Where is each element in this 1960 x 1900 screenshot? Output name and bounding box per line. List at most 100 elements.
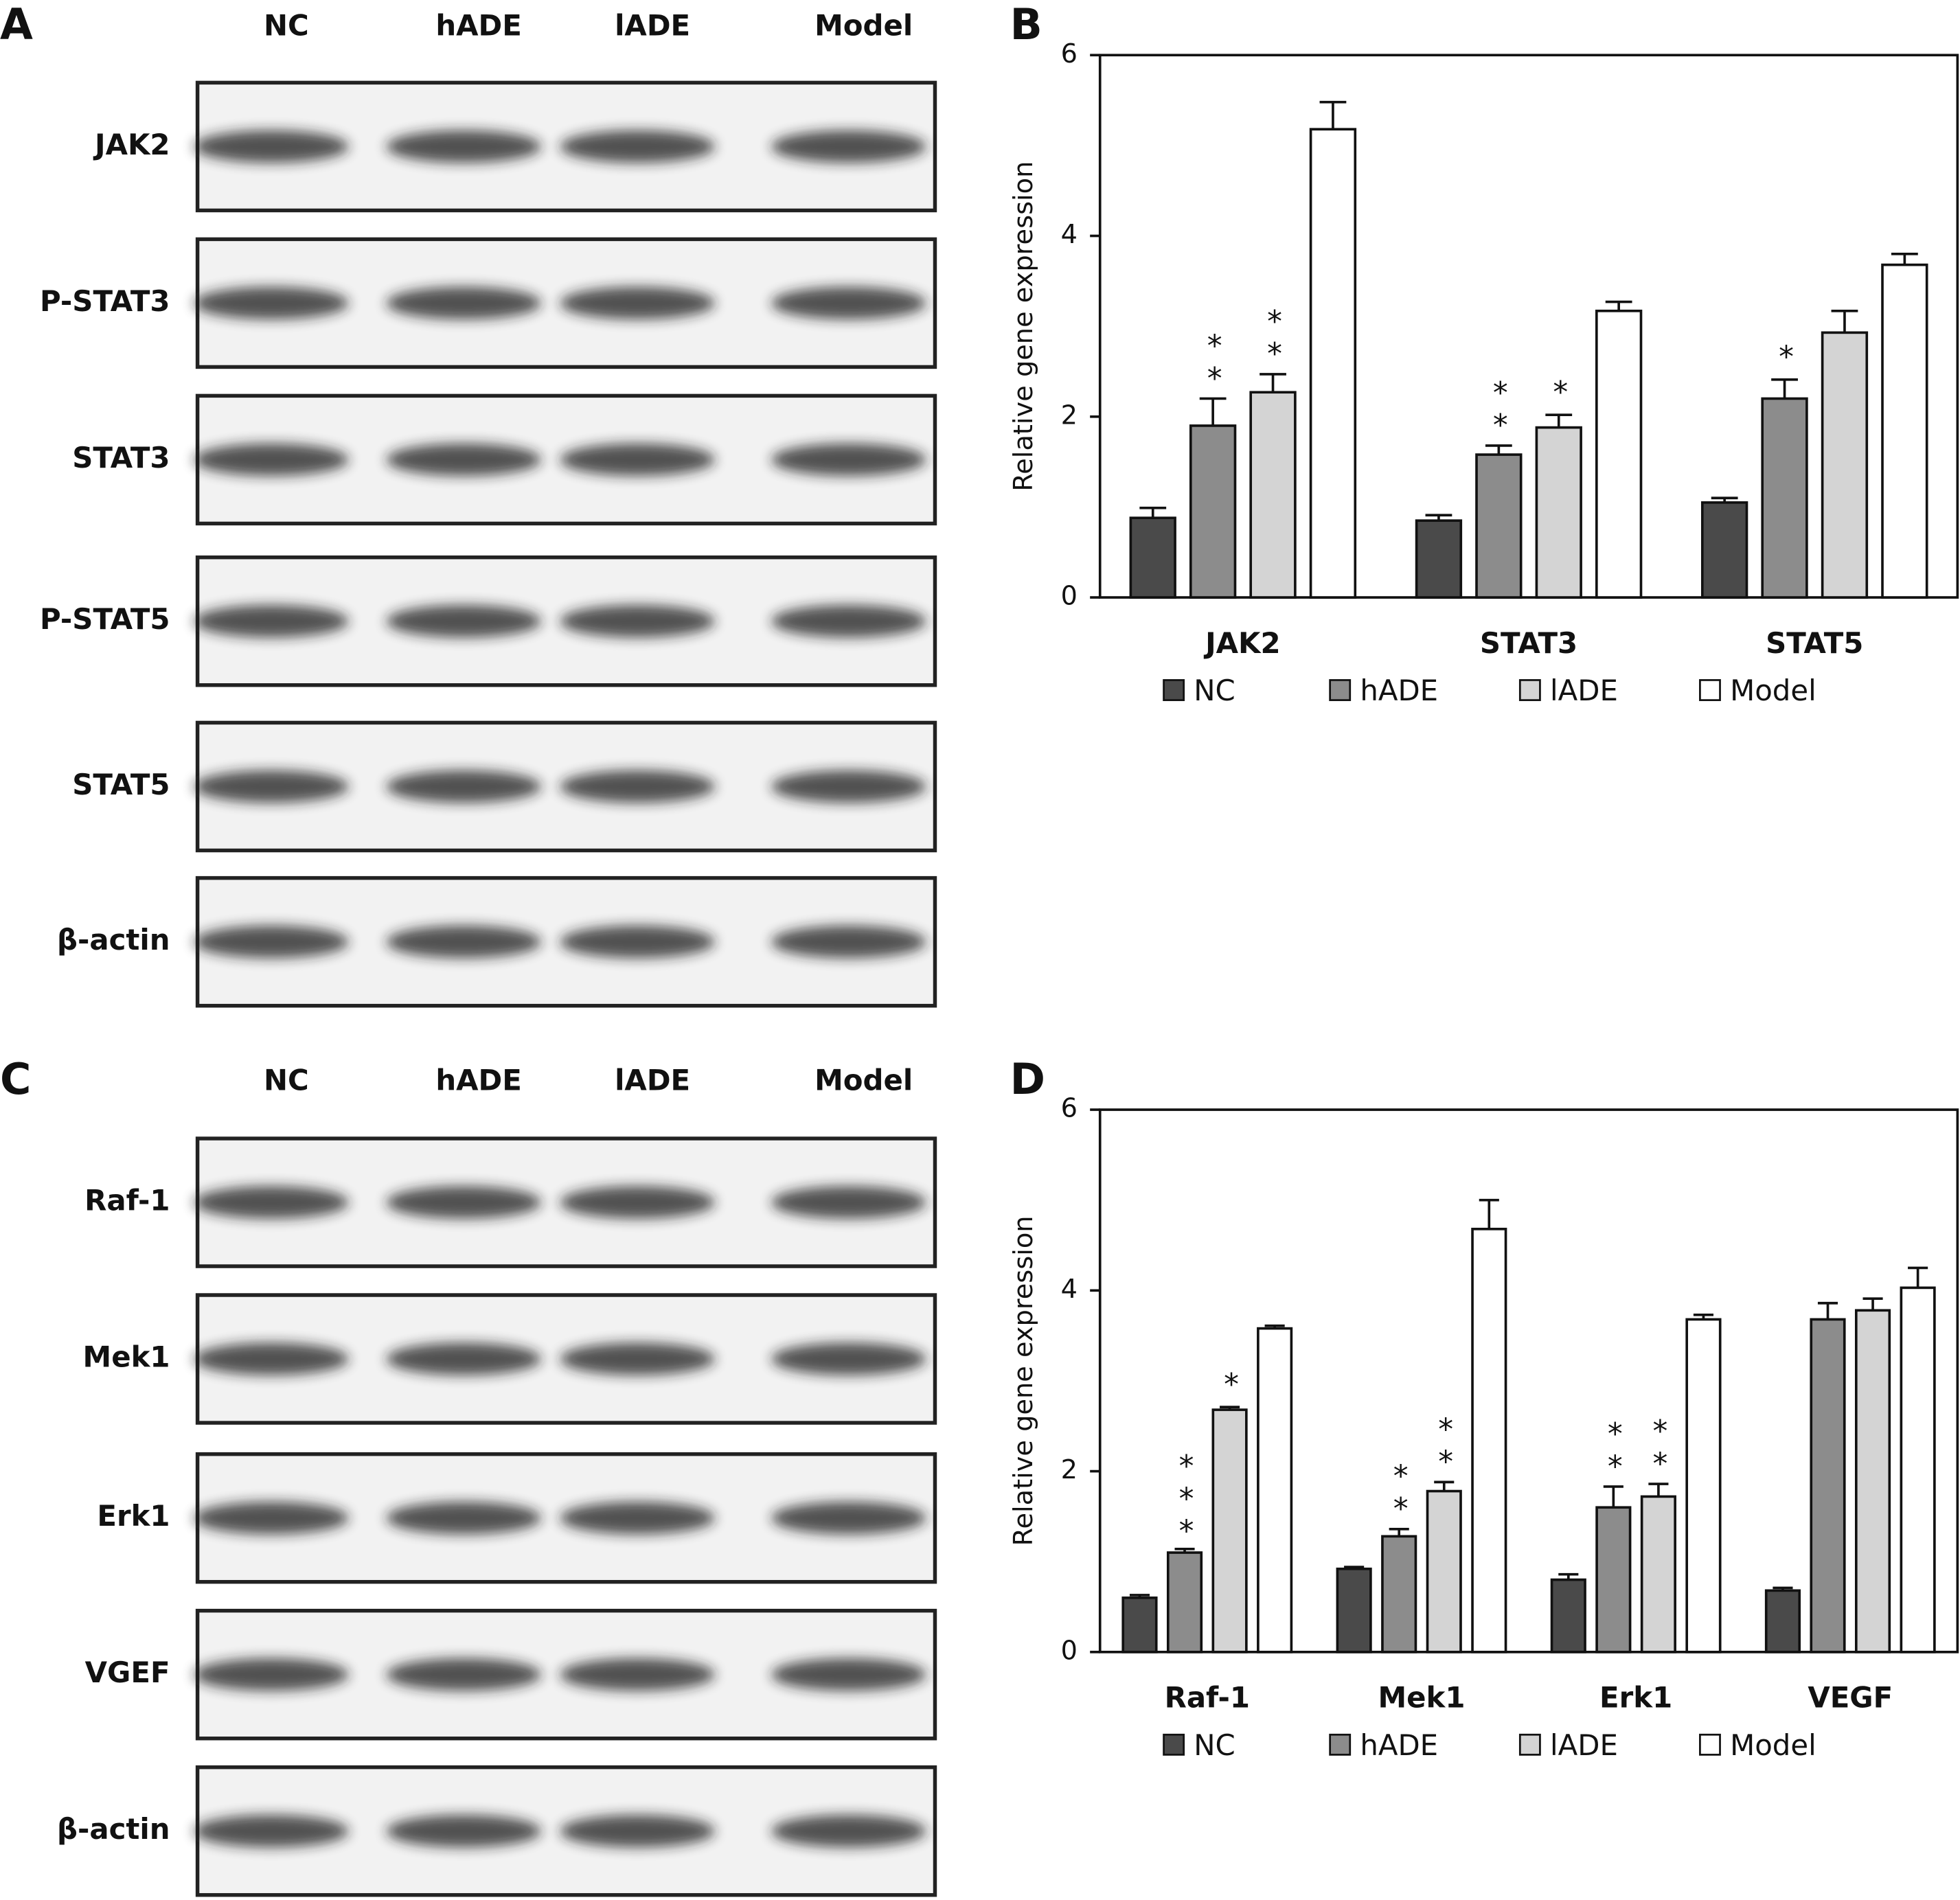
x-tick-label: Mek1	[1378, 1681, 1465, 1715]
band	[386, 604, 542, 638]
significance: *	[1214, 1367, 1249, 1399]
band	[386, 286, 542, 320]
x-tick-label: Erk1	[1599, 1681, 1672, 1715]
band	[771, 443, 926, 477]
y-tick-label: 4	[1061, 1274, 1078, 1305]
band	[771, 604, 926, 638]
band	[386, 925, 542, 959]
x-tick-label: STAT3	[1480, 626, 1577, 660]
bar	[1257, 1327, 1293, 1653]
row-label: P-STAT5	[40, 602, 170, 636]
band	[386, 1658, 542, 1691]
bar	[1700, 501, 1748, 599]
x-tick-label: Raf-1	[1165, 1681, 1250, 1715]
y-axis-label: Relative gene expression	[1008, 161, 1039, 492]
band	[194, 1814, 349, 1848]
panel-letter: B	[1010, 0, 1042, 49]
band	[560, 1814, 716, 1848]
band	[386, 1186, 542, 1219]
band	[560, 130, 716, 163]
lane-label: Model	[814, 1063, 913, 1097]
lane-label: Model	[814, 9, 913, 43]
band	[386, 770, 542, 803]
band	[386, 1342, 542, 1375]
band	[560, 1658, 716, 1691]
row-label: JAK2	[93, 128, 170, 161]
bar	[1810, 1318, 1846, 1653]
row-label: Raf-1	[84, 1184, 170, 1217]
y-axis-label: Relative gene expression	[1008, 1215, 1039, 1546]
band	[194, 1658, 349, 1691]
significance: **	[1597, 1417, 1632, 1482]
band	[194, 1342, 349, 1375]
band	[194, 130, 349, 163]
significance: **	[1257, 304, 1292, 369]
row-label: STAT5	[72, 768, 170, 801]
row-label: Mek1	[83, 1340, 170, 1374]
band	[771, 1342, 926, 1375]
legend-swatch	[1163, 1733, 1185, 1756]
bar	[1471, 1227, 1507, 1653]
lane-label: hADE	[435, 9, 522, 43]
lane-label: lADE	[615, 1063, 690, 1097]
plot-frame	[1098, 54, 1959, 599]
legend-label: Model	[1730, 674, 1816, 707]
band	[386, 1814, 542, 1848]
bar	[1475, 453, 1523, 599]
legend-swatch	[1518, 679, 1541, 701]
bar	[1761, 397, 1808, 599]
row-label: Erk1	[97, 1499, 170, 1533]
band	[771, 286, 926, 320]
significance: **	[1428, 1412, 1463, 1477]
legend-label: NC	[1194, 1728, 1235, 1762]
significance: **	[1197, 328, 1232, 393]
lane-label: NC	[264, 1063, 309, 1097]
bar	[1764, 1589, 1801, 1653]
bar	[1640, 1495, 1676, 1653]
bar	[1685, 1318, 1722, 1653]
legend-swatch	[1329, 1733, 1352, 1756]
significance: ***	[1169, 1449, 1204, 1546]
y-tick-label: 6	[1061, 38, 1078, 69]
band	[194, 925, 349, 959]
significance: *	[1543, 375, 1578, 407]
bar	[1166, 1551, 1203, 1653]
band	[771, 770, 926, 803]
band	[560, 443, 716, 477]
band	[560, 1501, 716, 1535]
significance: **	[1383, 1459, 1418, 1524]
row-label: P-STAT3	[40, 284, 170, 318]
band	[194, 286, 349, 320]
significance: **	[1483, 376, 1518, 441]
bar	[1211, 1408, 1248, 1653]
band	[771, 1814, 926, 1848]
bar	[1336, 1567, 1372, 1653]
x-tick-label: STAT5	[1766, 626, 1863, 660]
legend-label: hADE	[1360, 1728, 1438, 1762]
legend-swatch	[1518, 1733, 1541, 1756]
band	[386, 443, 542, 477]
legend-swatch	[1699, 679, 1721, 701]
legend-swatch	[1699, 1733, 1721, 1756]
bar	[1309, 128, 1357, 599]
panel-letter: D	[1010, 1054, 1045, 1104]
legend-label: Model	[1730, 1728, 1816, 1762]
legend-swatch	[1329, 679, 1352, 701]
lane-label: hADE	[435, 1063, 522, 1097]
row-label: STAT3	[72, 441, 170, 474]
band	[194, 1501, 349, 1535]
y-tick-label: 2	[1061, 400, 1078, 431]
bar	[1381, 1535, 1417, 1653]
y-tick-label: 4	[1061, 219, 1078, 250]
x-tick-label: JAK2	[1203, 626, 1281, 660]
legend-swatch	[1163, 679, 1185, 701]
legend-label: lADE	[1550, 1728, 1618, 1762]
bar	[1550, 1578, 1586, 1653]
bar	[1595, 1506, 1632, 1653]
band	[771, 1658, 926, 1691]
bar	[1821, 331, 1869, 599]
band	[194, 1186, 349, 1219]
bar	[1535, 426, 1582, 599]
bar	[1189, 424, 1237, 599]
